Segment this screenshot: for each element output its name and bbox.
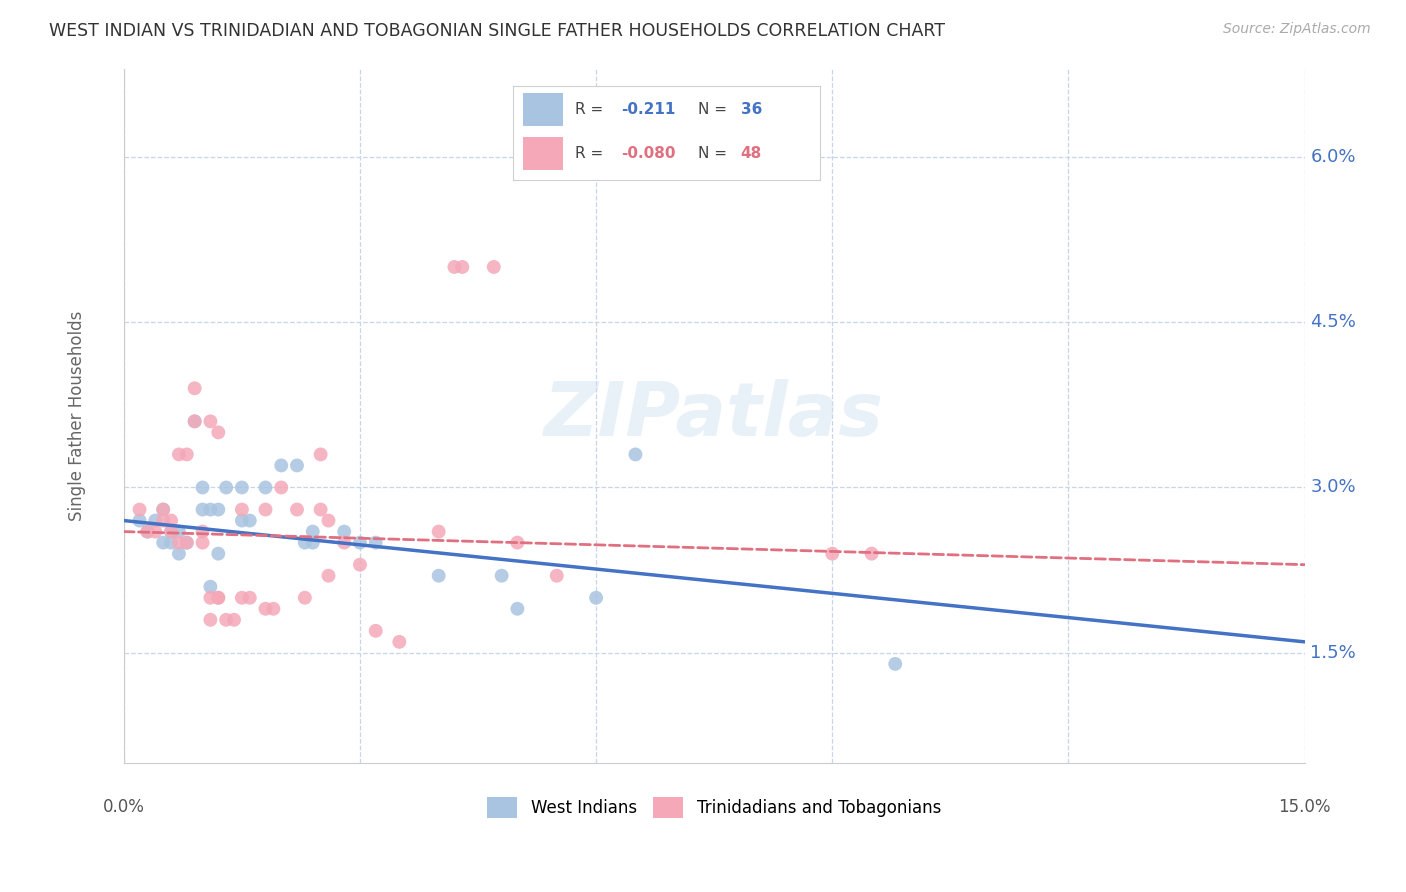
Point — [270, 481, 292, 495]
Text: WEST INDIAN VS TRINIDADIAN AND TOBAGONIAN SINGLE FATHER HOUSEHOLDS CORRELATION C: WEST INDIAN VS TRINIDADIAN AND TOBAGONIA… — [49, 22, 945, 40]
Point — [262, 601, 284, 615]
Point — [364, 624, 387, 638]
Point — [285, 502, 308, 516]
Point — [160, 524, 183, 539]
Point — [167, 535, 190, 549]
Point — [388, 635, 411, 649]
Point — [254, 502, 277, 516]
Point — [491, 568, 513, 582]
Text: 6.0%: 6.0% — [1310, 148, 1355, 166]
Point — [301, 524, 323, 539]
Point — [183, 414, 205, 428]
Point — [191, 502, 214, 516]
Point — [143, 514, 166, 528]
Point — [176, 535, 198, 549]
Point — [443, 260, 465, 274]
Point — [143, 524, 166, 539]
Point — [294, 591, 316, 605]
Point — [215, 613, 238, 627]
Point — [294, 535, 316, 549]
Point — [128, 502, 150, 516]
Point — [191, 524, 214, 539]
Point — [183, 414, 205, 428]
Point — [231, 502, 253, 516]
Point — [821, 547, 844, 561]
Point — [160, 524, 183, 539]
Point — [482, 260, 505, 274]
Point — [136, 524, 159, 539]
Text: ZIPatlas: ZIPatlas — [544, 379, 884, 452]
Point — [585, 591, 607, 605]
Point — [200, 580, 222, 594]
Point — [239, 591, 262, 605]
Point — [167, 524, 190, 539]
Point — [222, 613, 245, 627]
Text: 3.0%: 3.0% — [1310, 478, 1355, 497]
Point — [254, 601, 277, 615]
Point — [207, 502, 229, 516]
Point — [231, 514, 253, 528]
Point — [333, 535, 356, 549]
Point — [176, 447, 198, 461]
Text: Source: ZipAtlas.com: Source: ZipAtlas.com — [1223, 22, 1371, 37]
Point — [136, 524, 159, 539]
Point — [270, 458, 292, 473]
Point — [231, 481, 253, 495]
Point — [207, 547, 229, 561]
Point — [200, 591, 222, 605]
Point — [200, 414, 222, 428]
Point — [191, 535, 214, 549]
Point — [160, 535, 183, 549]
Point — [333, 524, 356, 539]
Point — [215, 481, 238, 495]
Point — [167, 547, 190, 561]
Point — [301, 535, 323, 549]
Point — [451, 260, 474, 274]
Point — [318, 514, 340, 528]
Point — [254, 481, 277, 495]
Point — [183, 381, 205, 395]
Point — [167, 447, 190, 461]
Text: 0.0%: 0.0% — [103, 797, 145, 816]
Point — [152, 535, 174, 549]
Point — [349, 558, 371, 572]
Point — [546, 568, 568, 582]
Point — [152, 502, 174, 516]
Point — [152, 502, 174, 516]
Text: 15.0%: 15.0% — [1278, 797, 1330, 816]
Text: 4.5%: 4.5% — [1310, 313, 1357, 331]
Point — [884, 657, 907, 671]
Point — [427, 568, 450, 582]
Text: Single Father Households: Single Father Households — [67, 310, 86, 521]
Point — [349, 535, 371, 549]
Text: 1.5%: 1.5% — [1310, 644, 1357, 662]
Point — [207, 591, 229, 605]
Point — [128, 514, 150, 528]
Point — [239, 514, 262, 528]
Point — [364, 535, 387, 549]
Point — [318, 568, 340, 582]
Point — [231, 591, 253, 605]
Point — [285, 458, 308, 473]
Point — [200, 613, 222, 627]
Point — [200, 502, 222, 516]
Point — [624, 447, 647, 461]
Point — [207, 425, 229, 440]
Point — [309, 502, 332, 516]
Point — [191, 481, 214, 495]
Point — [152, 514, 174, 528]
Point — [309, 447, 332, 461]
Point — [506, 535, 529, 549]
Point — [176, 535, 198, 549]
Point — [860, 547, 883, 561]
Point — [160, 514, 183, 528]
Legend: West Indians, Trinidadians and Tobagonians: West Indians, Trinidadians and Tobagonia… — [481, 790, 948, 824]
Point — [506, 601, 529, 615]
Point — [427, 524, 450, 539]
Point — [207, 591, 229, 605]
